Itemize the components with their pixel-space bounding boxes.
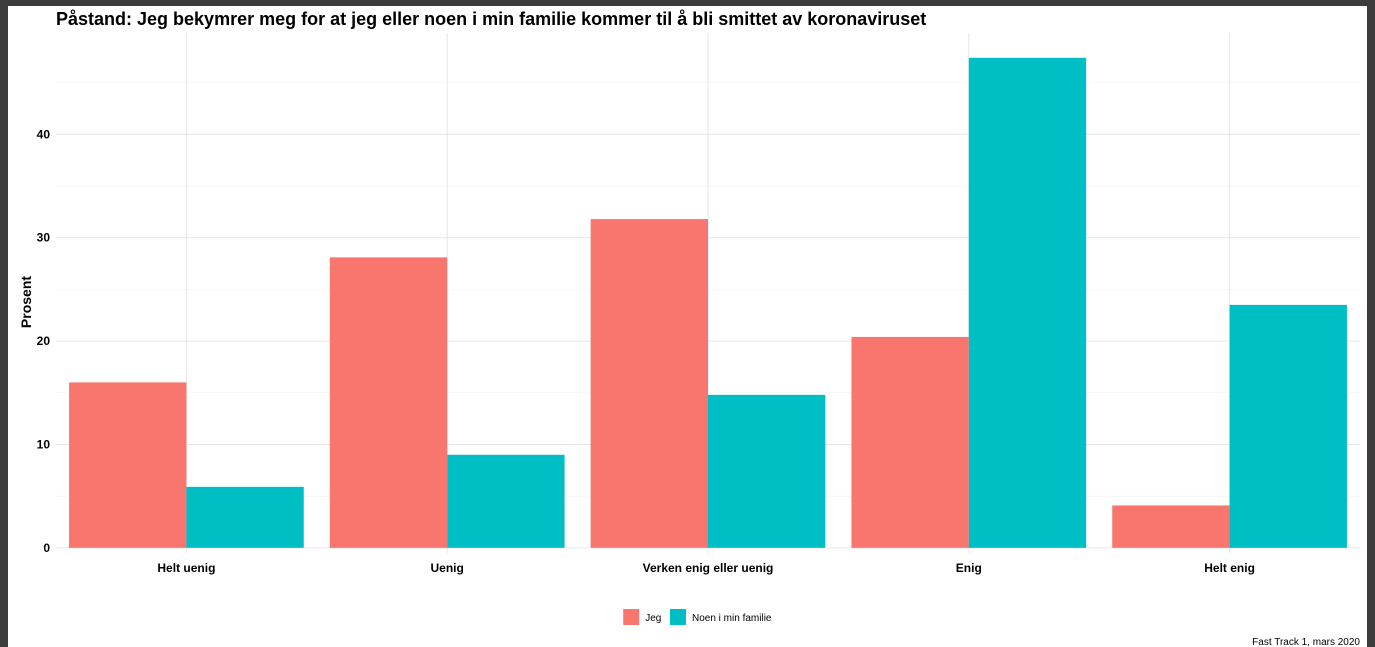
chart-title: Påstand: Jeg bekymrer meg for at jeg ell…	[56, 9, 926, 29]
chart-frame: Påstand: Jeg bekymrer meg for at jeg ell…	[8, 6, 1367, 647]
legend-label: Noen i min familie	[692, 613, 772, 624]
bar-chart: Påstand: Jeg bekymrer meg for at jeg ell…	[18, 9, 1360, 647]
bar	[447, 454, 565, 548]
legend-key	[623, 609, 640, 625]
legend: Jeg Noen i min familie	[623, 609, 772, 625]
y-tick-label: 40	[37, 127, 51, 141]
bars	[69, 57, 1347, 548]
chart-caption: Fast Track 1, mars 2020	[1252, 637, 1360, 647]
x-tick-label: Helt uenig	[157, 561, 215, 575]
bar	[708, 394, 826, 548]
y-axis-ticks: 0 10 20 30 40	[37, 127, 51, 555]
x-tick-label: Verken enig eller uenig	[643, 561, 774, 575]
x-tick-label: Uenig	[431, 561, 464, 575]
bar	[186, 486, 304, 548]
bar	[968, 57, 1087, 548]
x-tick-label: Enig	[956, 561, 982, 575]
bar	[329, 257, 448, 548]
bar	[1229, 304, 1347, 548]
y-tick-label: 20	[37, 334, 51, 348]
bar	[851, 336, 969, 548]
y-axis-title: Prosent	[18, 276, 34, 328]
y-tick-label: 30	[37, 231, 51, 245]
bar	[69, 382, 187, 548]
legend-label: Jeg	[645, 613, 661, 624]
y-tick-label: 0	[43, 541, 50, 555]
x-axis-ticks: Helt uenig Uenig Verken enig eller uenig En…	[157, 561, 1255, 575]
bar	[590, 219, 708, 548]
x-tick-label: Helt enig	[1204, 561, 1255, 575]
bar	[1112, 505, 1230, 548]
y-tick-label: 10	[37, 437, 51, 451]
legend-key	[670, 609, 686, 625]
